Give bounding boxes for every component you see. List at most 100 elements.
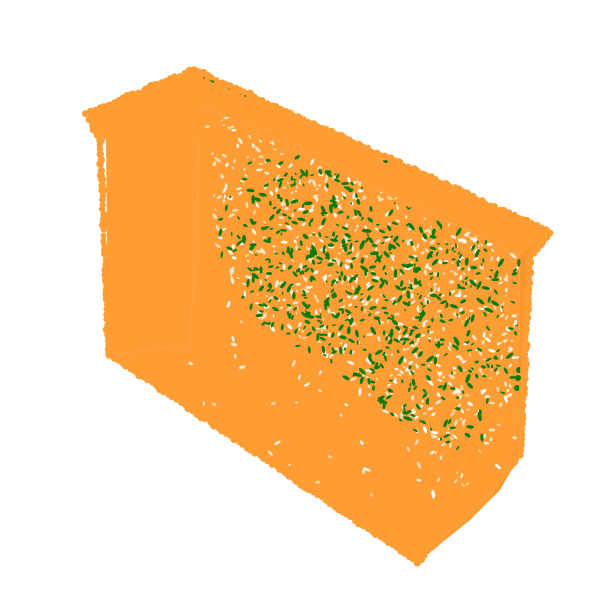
highlight-point bbox=[360, 306, 364, 312]
speckle-point bbox=[244, 174, 248, 178]
highlight-point bbox=[390, 318, 395, 320]
highlight-point bbox=[311, 253, 315, 256]
speckle-point bbox=[397, 373, 402, 376]
speckle-point bbox=[272, 314, 275, 318]
speckle-point bbox=[229, 269, 235, 277]
speckle-point bbox=[345, 259, 353, 263]
speckle-point bbox=[422, 412, 427, 415]
edge-point bbox=[89, 122, 96, 129]
highlight-point bbox=[429, 246, 437, 251]
speckle-point bbox=[496, 423, 501, 427]
speckle-point bbox=[337, 204, 341, 209]
highlight-point bbox=[310, 267, 314, 273]
highlight-point bbox=[401, 379, 404, 384]
speckle-point bbox=[501, 332, 508, 336]
speckle-point bbox=[405, 347, 410, 351]
highlight-point bbox=[355, 287, 360, 293]
highlight-point bbox=[321, 333, 328, 336]
highlight-point bbox=[491, 278, 500, 282]
highlight-point bbox=[493, 356, 499, 360]
speckle-point bbox=[246, 156, 250, 159]
speckle-point bbox=[298, 374, 301, 380]
highlight-point bbox=[359, 298, 364, 302]
highlight-point bbox=[393, 338, 400, 343]
highlight-point bbox=[409, 382, 412, 387]
highlight-point bbox=[430, 276, 433, 281]
speckle-point bbox=[390, 353, 394, 356]
speckle-point bbox=[375, 377, 378, 381]
highlight-point bbox=[425, 397, 430, 405]
speckle-point bbox=[454, 419, 458, 426]
highlight-point bbox=[287, 265, 293, 270]
speckle-point bbox=[343, 343, 348, 349]
speckle-point bbox=[280, 199, 285, 206]
speckle-point bbox=[316, 298, 319, 303]
highlight-point bbox=[410, 370, 414, 376]
speckle-point bbox=[377, 195, 381, 200]
speckle-point bbox=[352, 180, 359, 184]
highlight-point bbox=[377, 319, 381, 325]
highlight-point bbox=[428, 339, 431, 343]
highlight-point bbox=[335, 281, 339, 284]
edge-point bbox=[102, 256, 109, 263]
highlight-point bbox=[290, 199, 299, 204]
highlight-point bbox=[319, 336, 326, 341]
speckle-point bbox=[318, 370, 322, 375]
highlight-point bbox=[451, 344, 457, 349]
highlight-point bbox=[369, 305, 377, 310]
highlight-point bbox=[399, 268, 404, 274]
highlight-point bbox=[254, 254, 258, 256]
highlight-point bbox=[346, 313, 350, 316]
highlight-point bbox=[261, 226, 266, 230]
speckle-point bbox=[236, 277, 240, 279]
speckle-point bbox=[318, 184, 321, 187]
highlight-point bbox=[377, 398, 381, 402]
highlight-point bbox=[455, 407, 461, 411]
speckle-point bbox=[298, 179, 301, 185]
speckle-point bbox=[278, 281, 284, 285]
highlight-point bbox=[370, 380, 376, 384]
highlight-point bbox=[294, 155, 301, 160]
highlight-point bbox=[348, 276, 354, 284]
highlight-point bbox=[398, 355, 404, 365]
highlight-point bbox=[455, 227, 462, 237]
speckle-point bbox=[449, 270, 454, 273]
highlight-point bbox=[455, 396, 460, 399]
speckle-point bbox=[459, 417, 463, 421]
speckle-point bbox=[499, 276, 502, 281]
highlight-point bbox=[469, 279, 477, 287]
highlight-point bbox=[261, 321, 267, 326]
speckle-point bbox=[378, 197, 384, 202]
highlight-point bbox=[389, 252, 392, 254]
speckle-point bbox=[389, 392, 394, 395]
edge-point bbox=[522, 335, 529, 342]
highlight-point bbox=[293, 328, 299, 333]
highlight-point bbox=[301, 301, 308, 308]
speckle-point bbox=[427, 266, 432, 271]
speckle-point bbox=[500, 354, 503, 360]
edge-point bbox=[490, 203, 498, 211]
speckle-point bbox=[429, 241, 432, 244]
highlight-point bbox=[319, 333, 324, 337]
highlight-point bbox=[419, 312, 426, 319]
highlight-point bbox=[375, 258, 379, 262]
highlight-point bbox=[230, 231, 233, 236]
speckle-point bbox=[447, 223, 451, 227]
highlight-point bbox=[449, 304, 459, 309]
speckle-point bbox=[469, 236, 476, 240]
highlight-point bbox=[259, 310, 264, 313]
edge-point bbox=[213, 77, 220, 84]
edge-point bbox=[319, 493, 326, 501]
speckle-point bbox=[394, 312, 400, 316]
highlight-point bbox=[418, 350, 423, 358]
speckle-point bbox=[248, 134, 252, 140]
speckle-point bbox=[254, 302, 259, 305]
highlight-point bbox=[435, 295, 442, 301]
highlight-point bbox=[334, 235, 339, 240]
speckle-point bbox=[374, 247, 378, 251]
highlight-point bbox=[422, 304, 426, 309]
highlight-point bbox=[420, 301, 424, 306]
speckle-point bbox=[188, 361, 193, 366]
speckle-point bbox=[457, 238, 467, 242]
speckle-point bbox=[427, 234, 430, 237]
